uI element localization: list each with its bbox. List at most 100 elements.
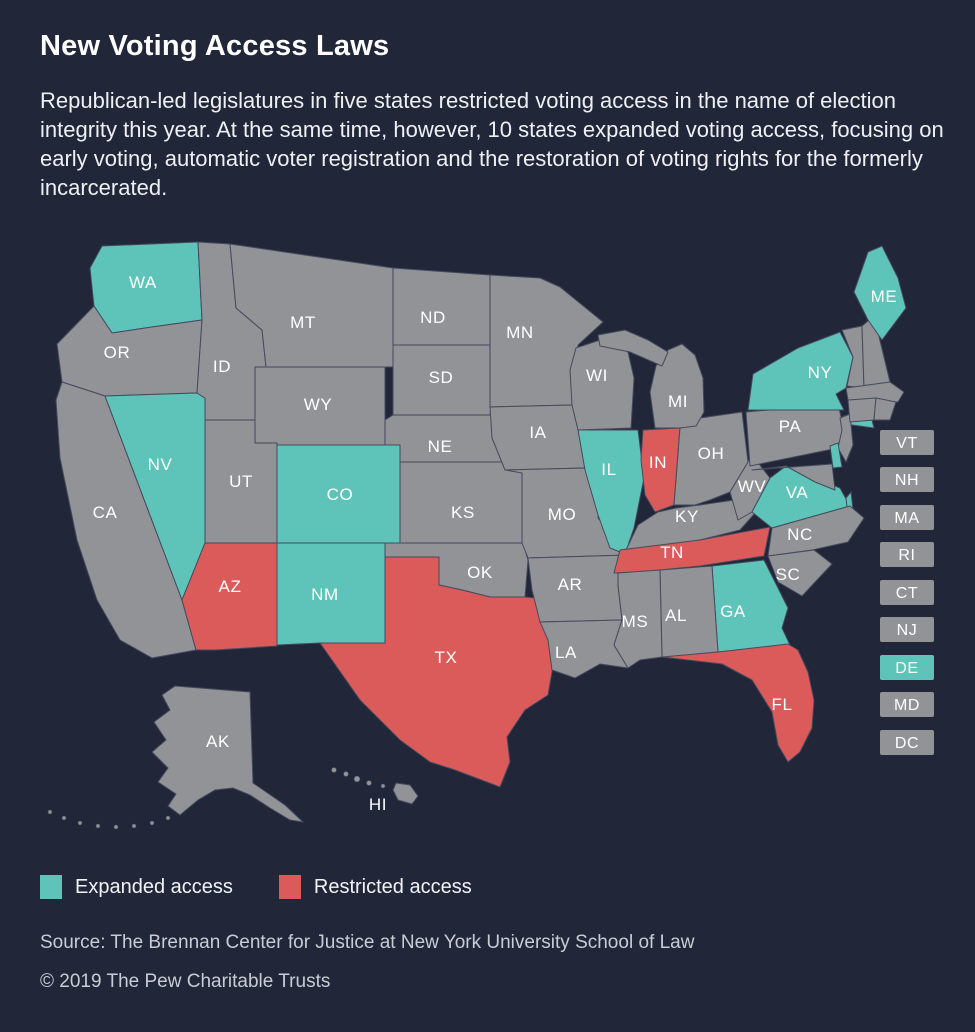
hawaii-island — [380, 783, 386, 789]
page-description: Republican-led legislatures in five stat… — [40, 88, 944, 200]
state-box-label-md: MD — [894, 697, 920, 714]
state-label-mo: MO — [548, 505, 577, 524]
state-wi — [569, 339, 635, 431]
state-box-ct — [880, 580, 934, 605]
state-ma — [845, 381, 905, 403]
state-label-sc: SC — [776, 565, 801, 584]
state-box-md — [880, 692, 934, 717]
state-label-fl: FL — [771, 695, 792, 714]
state-box-label-ct: CT — [896, 585, 919, 602]
state-label-or: OR — [104, 343, 131, 362]
state-box-label-nj: NJ — [897, 622, 918, 639]
copyright-notice: © 2019 The Pew Charitable Trusts — [40, 971, 331, 992]
state-sc — [767, 549, 833, 597]
state-label-va: VA — [786, 483, 809, 502]
state-label-mi: MI — [668, 392, 688, 411]
state-box-nj — [880, 617, 934, 642]
state-label-in: IN — [649, 453, 667, 472]
state-ct — [847, 397, 877, 423]
state-box-dc — [880, 730, 934, 755]
state-label-ne: NE — [428, 437, 453, 456]
aleutian-island — [131, 823, 137, 829]
state-label-ut: UT — [229, 472, 253, 491]
state-label-ga: GA — [720, 602, 746, 621]
aleutian-island — [113, 824, 119, 830]
legend: Expanded access Restricted access — [40, 875, 518, 899]
source-credit: Source: The Brennan Center for Justice a… — [40, 932, 695, 953]
aleutian-island — [47, 809, 53, 815]
expanded-access-swatch — [40, 875, 62, 899]
state-mi — [649, 343, 705, 429]
page-title: New Voting Access Laws — [40, 30, 390, 62]
aleutian-island — [149, 820, 155, 826]
state-de — [829, 442, 843, 469]
state-box-de — [880, 655, 934, 680]
state-box-ri — [880, 542, 934, 567]
state-label-mn: MN — [506, 323, 534, 342]
state-label-id: ID — [213, 357, 231, 376]
state-label-tx: TX — [435, 648, 458, 667]
state-label-ak: AK — [206, 732, 230, 751]
state-label-ky: KY — [675, 507, 699, 526]
state-label-la: LA — [555, 643, 577, 662]
state-label-ok: OK — [467, 563, 493, 582]
state-label-wa: WA — [129, 273, 157, 292]
aleutian-island — [165, 815, 171, 821]
state-label-nm: NM — [311, 585, 339, 604]
state-box-nh — [880, 467, 934, 492]
state-label-il: IL — [601, 460, 616, 479]
state-label-hi: HI — [369, 795, 387, 814]
state-box-label-dc: DC — [895, 735, 919, 752]
state-label-wi: WI — [586, 366, 608, 385]
state-tx — [319, 556, 556, 788]
state-box-vt — [880, 430, 934, 455]
state-label-wy: WY — [304, 395, 333, 414]
state-label-oh: OH — [698, 444, 725, 463]
expanded-access-label: Expanded access — [75, 875, 233, 898]
state-mi-upper-peninsula — [597, 329, 669, 367]
state-la — [539, 619, 629, 679]
hawaii-island — [366, 780, 372, 786]
restricted-access-label: Restricted access — [313, 875, 472, 898]
hawaii-island — [343, 771, 349, 777]
state-box-label-de: DE — [895, 660, 918, 677]
state-label-me: ME — [871, 287, 898, 306]
small-state-boxes: VT NH MA RI CT NJ DE MD DC — [880, 430, 934, 755]
state-label-az: AZ — [219, 577, 242, 596]
state-label-ia: IA — [529, 423, 546, 442]
state-fl — [661, 643, 815, 763]
state-ms — [613, 569, 663, 669]
hawaii-island — [353, 775, 361, 783]
state-box-ma — [880, 505, 934, 530]
state-label-mt: MT — [290, 313, 316, 332]
state-box-label-ri: RI — [898, 547, 915, 564]
state-ny — [747, 331, 854, 411]
state-label-ks: KS — [451, 503, 475, 522]
state-label-tn: TN — [660, 543, 684, 562]
state-box-label-ma: MA — [894, 510, 919, 527]
hawaii-big-island — [392, 782, 419, 805]
state-label-pa: PA — [779, 417, 802, 436]
state-md — [751, 463, 836, 491]
state-label-nv: NV — [148, 455, 173, 474]
hawaii-island — [331, 767, 337, 773]
state-label-co: CO — [327, 485, 354, 504]
state-label-ny: NY — [808, 363, 833, 382]
aleutian-island — [95, 823, 101, 829]
state-label-nd: ND — [420, 308, 446, 327]
legend-item-restricted: Restricted access — [278, 875, 472, 899]
state-me — [853, 245, 907, 341]
state-label-wv: WV — [738, 477, 767, 496]
state-label-ar: AR — [558, 575, 583, 594]
state-ak — [151, 685, 304, 823]
state-box-label-nh: NH — [895, 472, 919, 489]
state-label-al: AL — [665, 606, 687, 625]
state-label-ca: CA — [93, 503, 118, 522]
state-label-nc: NC — [787, 525, 813, 544]
state-label-ms: MS — [622, 612, 649, 631]
state-nd — [392, 267, 491, 346]
state-ri — [873, 397, 897, 421]
state-box-label-vt: VT — [896, 435, 918, 452]
